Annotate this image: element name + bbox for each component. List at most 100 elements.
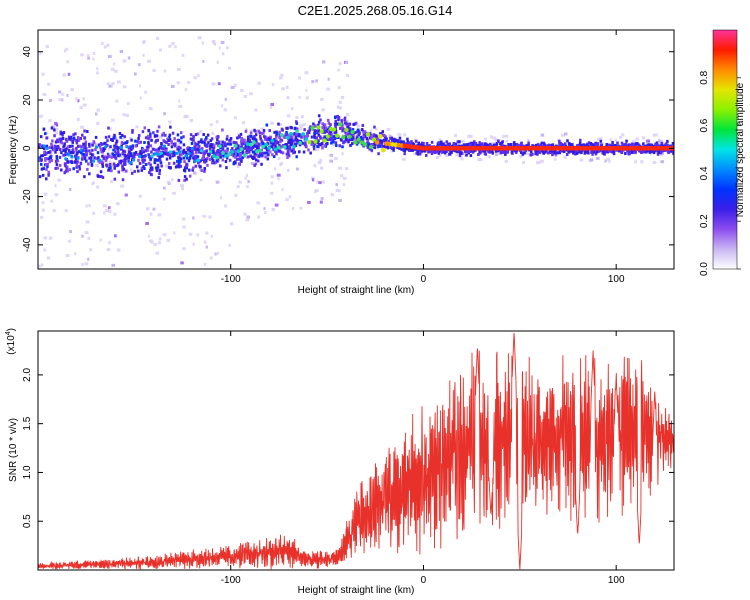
spectrogram-cell: [112, 136, 115, 140]
spectrogram-cell: [244, 129, 248, 133]
spectrogram-cell: [293, 127, 297, 131]
spectrogram-cell: [44, 177, 48, 181]
spectrogram-cell: [38, 156, 42, 160]
spectrogram-noise-mark: [208, 215, 212, 219]
spectrogram-cell: [51, 139, 54, 143]
spectrogram-cell: [232, 140, 236, 144]
spectrogram-noise-mark: [641, 136, 646, 140]
spectrogram-cell: [187, 148, 190, 152]
spectrogram-cell: [72, 167, 75, 171]
spectrogram-noise-mark: [110, 67, 115, 71]
spectrogram-cell: [130, 152, 133, 156]
spectrogram-noise-mark: [339, 174, 344, 178]
spectrogram-cell: [84, 142, 87, 146]
spectrogram-noise-mark: [295, 116, 299, 120]
spectrogram-peak-dot: [184, 154, 188, 158]
spectrogram-cell: [46, 162, 49, 166]
spectrogram-noise-mark: [157, 241, 161, 245]
spectrogram-cell: [68, 144, 72, 148]
spectrogram-cell: [334, 124, 337, 128]
spectrogram-noise-mark: [634, 160, 637, 164]
spectrogram-cell: [402, 140, 405, 144]
spectrogram-cell: [394, 138, 398, 142]
spectrogram-noise-mark: [122, 113, 126, 117]
spectrogram-noise-mark: [225, 46, 229, 50]
spectrogram-cell: [538, 150, 542, 154]
spectrogram-noise-mark: [40, 215, 44, 219]
spectrogram-noise-mark: [133, 72, 137, 76]
spectrogram-noise-mark: [138, 194, 142, 198]
spectrogram-cell: [368, 132, 372, 136]
spectrogram-noise-mark: [148, 107, 153, 111]
spectrogram-cell: [63, 142, 66, 146]
spectrogram-cell: [240, 159, 243, 163]
spectrogram-cell: [167, 139, 170, 143]
spectrogram-cell: [522, 151, 526, 155]
spectrogram-cell: [323, 144, 326, 148]
spectrogram-cell: [272, 147, 275, 151]
spectrogram-cell: [290, 126, 293, 130]
spectrogram-cell: [408, 148, 411, 152]
spectrogram-cell: [75, 149, 78, 153]
spectrogram-cell: [314, 124, 317, 128]
spectrogram-noise-mark: [184, 114, 189, 118]
spectrogram-cell: [64, 149, 67, 153]
spectrogram-cell: [500, 141, 504, 145]
spectrogram-cell: [258, 154, 261, 158]
spectrogram-cell: [75, 146, 78, 150]
spectrogram-cell: [198, 160, 201, 164]
spectrogram-peak-dot: [313, 139, 318, 144]
spectrogram-cell: [316, 144, 319, 148]
spectrogram-noise-mark: [319, 158, 323, 162]
spectrogram-cell: [249, 141, 253, 145]
spectrogram-cell: [258, 151, 262, 155]
spectrogram-cell: [210, 137, 214, 141]
spectrogram-cell: [255, 141, 258, 145]
spectrogram-noise-mark: [241, 121, 246, 125]
spectrogram-noise-mark: [494, 138, 498, 142]
spectrogram-cell: [265, 123, 269, 127]
spectrogram-noise-mark: [220, 41, 225, 45]
spectrogram-cell: [123, 157, 127, 161]
spectrogram-noise-mark: [337, 68, 340, 72]
spectrogram-cell: [103, 155, 107, 159]
spectrogram-noise-mark: [117, 80, 121, 84]
spectrogram-cell: [133, 152, 136, 156]
spectrogram-cell: [231, 147, 234, 151]
spectrogram-cell: [251, 156, 254, 160]
spectrogram-cell: [344, 139, 347, 143]
spectrogram-noise-mark: [176, 67, 181, 71]
spectrogram-cell: [130, 171, 134, 175]
spectrogram-noise-mark: [196, 132, 200, 136]
spectrogram-cell: [66, 145, 70, 149]
spectrogram-cell: [671, 150, 674, 154]
spectrogram-cell: [556, 151, 559, 155]
spectrogram-cell: [217, 135, 220, 139]
spectrogram-noise-mark: [398, 138, 403, 142]
spectrogram-cell: [139, 151, 142, 155]
spectrogram-noise-mark: [505, 139, 508, 143]
spectrogram-cell: [151, 168, 154, 172]
spectrogram-noise-mark: [652, 133, 656, 137]
spectrogram-cell: [185, 156, 189, 160]
spectrogram-noise-mark: [107, 206, 111, 210]
spectrogram-noise-mark: [137, 63, 141, 67]
spectrogram-cell: [335, 144, 338, 148]
spectrogram-cell: [168, 135, 171, 139]
spectrogram-noise-mark: [165, 164, 169, 168]
spectrogram-cell: [208, 144, 211, 148]
spectrogram-noise-mark: [113, 234, 117, 238]
spectrogram-noise-mark: [77, 99, 80, 103]
spectrogram-cell: [163, 140, 166, 144]
spectrogram-cell: [427, 150, 430, 154]
spectrogram-cell: [157, 125, 161, 129]
spectrogram-cell: [120, 141, 124, 145]
spectrogram-cell: [253, 163, 256, 167]
spectrogram-cell: [116, 147, 120, 151]
spectrogram-cell: [81, 133, 84, 137]
spectrogram-cell: [295, 120, 298, 124]
spectrogram-cell: [228, 158, 232, 162]
spectrogram-noise-mark: [338, 166, 342, 170]
spectrogram-cell: [142, 150, 146, 154]
spectrogram-cell: [339, 138, 343, 142]
